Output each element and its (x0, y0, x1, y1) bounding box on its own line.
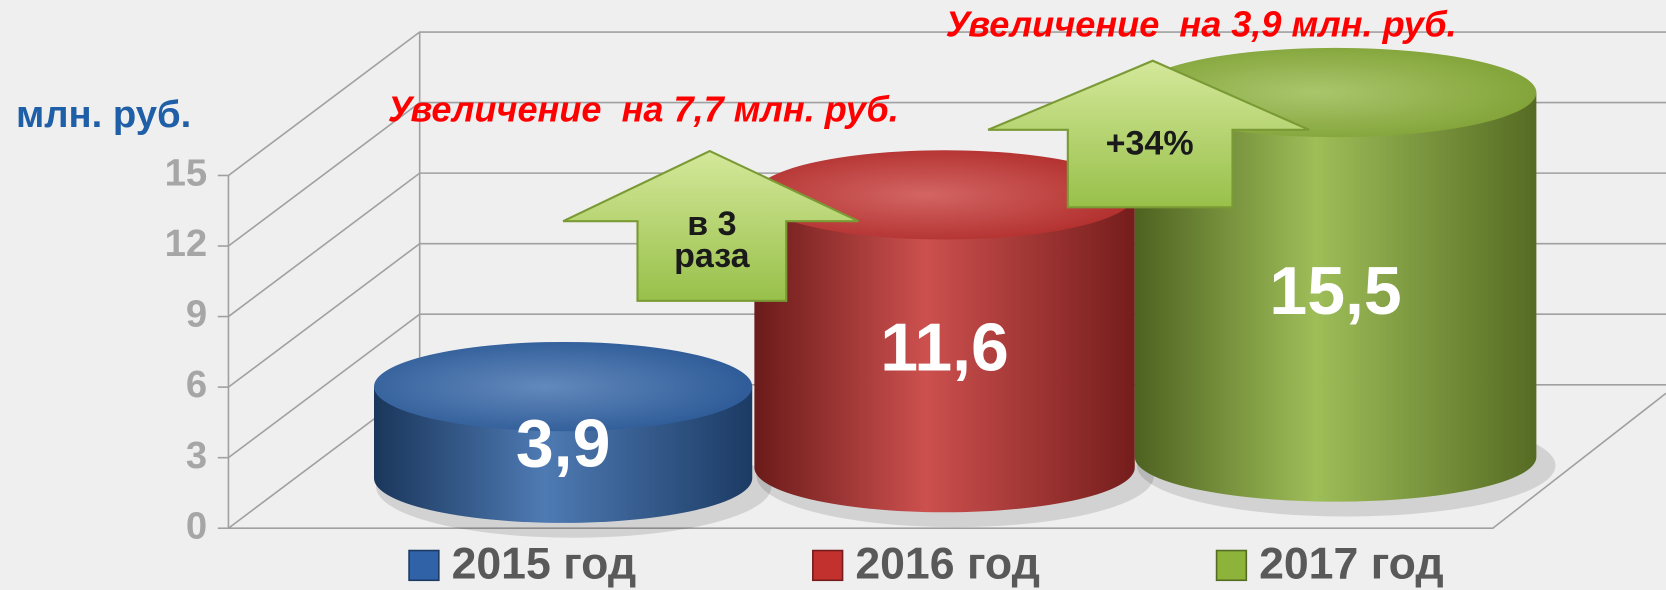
legend-label: 2017 год (1259, 539, 1444, 588)
annotation: Увеличение на 7,7 млн. руб. (388, 88, 899, 129)
value-label: 11,6 (880, 309, 1009, 385)
arrow-label: +34% (1106, 125, 1194, 163)
y-tick-label: 15 (165, 152, 208, 195)
arrow-label-box: в 3 раза (674, 207, 750, 275)
legend-swatch (1215, 549, 1248, 582)
annotation: Увеличение на 3,9 млн. руб. (946, 3, 1457, 44)
legend-swatch (408, 549, 440, 582)
y-tick-label: 9 (186, 293, 207, 336)
value-label: 15,5 (1269, 253, 1401, 329)
y-tick-label: 3 (186, 434, 207, 477)
bar (754, 194, 1135, 513)
bars: 3,9 11,6 15,5 (374, 47, 1556, 538)
bar-top (374, 341, 753, 432)
grid-line (227, 31, 1666, 177)
legend-label: 2015 год (452, 539, 637, 588)
arrow (562, 149, 859, 302)
value-label: 3,9 (516, 406, 611, 482)
legend-swatch (812, 549, 844, 582)
legend-label: 2016 год (855, 539, 1040, 588)
y-tick-label: 12 (165, 222, 208, 265)
legend: 2015 год 2016 год 2017 год (408, 539, 1444, 588)
arrow (987, 59, 1310, 209)
bar (1134, 92, 1537, 502)
floor-edge (228, 392, 1666, 530)
y-tick-label: 0 (186, 504, 207, 547)
y-tick-label: 6 (186, 363, 207, 406)
y-axis-label: млн. руб. (16, 93, 191, 136)
arrow-label: в 3 раза (674, 207, 750, 275)
